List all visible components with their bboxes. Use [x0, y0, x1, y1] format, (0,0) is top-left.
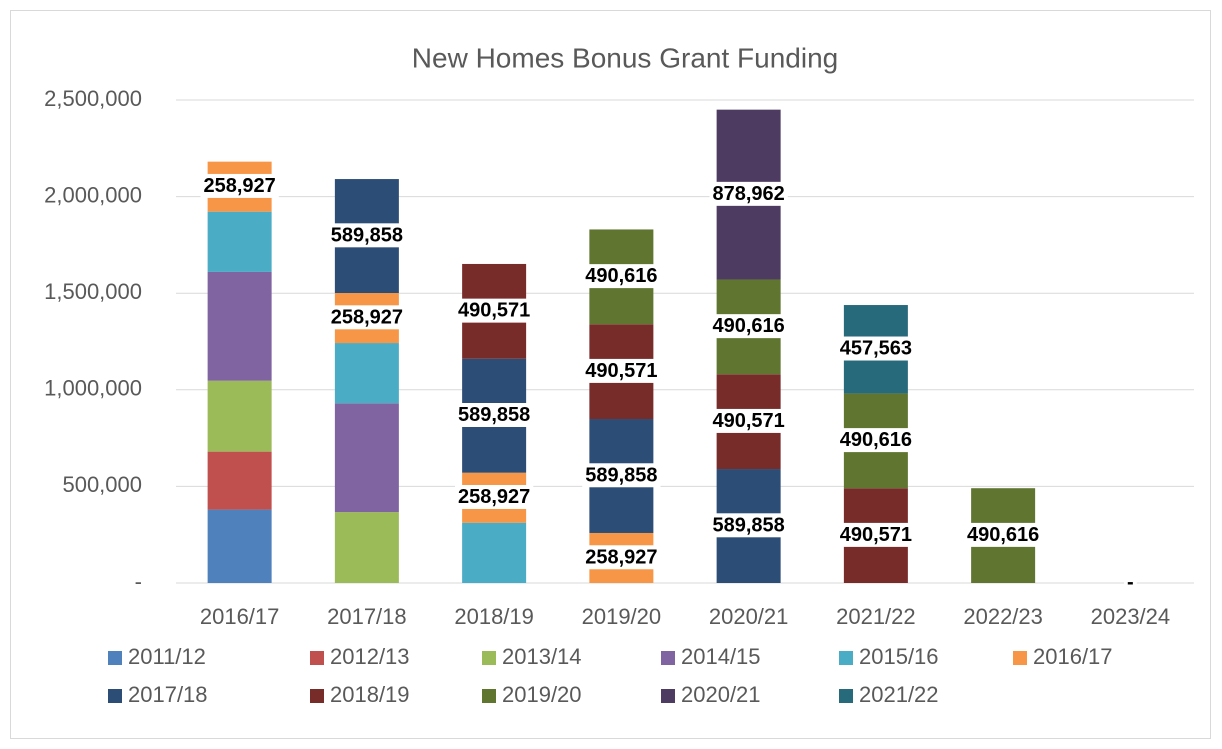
data-label-bg [582, 545, 661, 570]
data-label-bg [836, 522, 916, 547]
data-label-bg [836, 336, 916, 361]
data-label-bg [1124, 570, 1137, 595]
legend-swatch [310, 651, 324, 665]
legend-label: 2020/21 [681, 682, 761, 707]
data-label: 490,571 [585, 360, 657, 382]
legend-label: 2019/20 [502, 682, 582, 707]
data-label-bg [963, 522, 1043, 547]
data-label-bg [582, 264, 661, 289]
data-label-bg [709, 513, 788, 538]
x-tick-label: 2016/17 [200, 604, 280, 629]
data-label-bg [454, 298, 534, 323]
data-label: 457,563 [840, 338, 912, 360]
legend-swatch [482, 689, 496, 703]
data-label: 589,858 [585, 464, 657, 486]
data-label: 258,927 [585, 546, 657, 568]
data-label-bg [327, 305, 407, 330]
data-label: 490,616 [585, 265, 657, 287]
bar-segment [462, 522, 527, 583]
legend-label: 2016/17 [1033, 644, 1113, 669]
data-label-bg [709, 181, 788, 206]
data-label: 589,858 [331, 224, 403, 246]
data-label: 490,571 [458, 300, 530, 322]
legend-label: 2011/12 [128, 644, 206, 669]
x-tick-label: 2022/23 [963, 604, 1043, 629]
data-label: 258,927 [331, 306, 403, 328]
legend-label: 2014/15 [681, 644, 761, 669]
legend-swatch [108, 689, 122, 703]
data-label: 589,858 [458, 404, 530, 426]
y-tick-label: 2,000,000 [44, 182, 142, 207]
data-label-bg [709, 314, 788, 339]
legend-swatch [1013, 651, 1027, 665]
x-tick-label: 2021/22 [836, 604, 916, 629]
legend-label: 2021/22 [859, 682, 939, 707]
y-tick-label: 1,500,000 [44, 279, 142, 304]
y-tick-label: 1,000,000 [44, 376, 142, 401]
legend-label: 2018/19 [330, 682, 410, 707]
bar-segment [207, 211, 272, 272]
data-label-bg [200, 173, 279, 198]
legend-swatch [108, 651, 122, 665]
legend-swatch [661, 689, 675, 703]
x-tick-label: 2019/20 [582, 604, 662, 629]
data-label: 490,616 [840, 429, 912, 451]
data-label-bg [454, 402, 534, 427]
legend-swatch [839, 651, 853, 665]
data-label-bg [709, 408, 788, 433]
x-tick-label: 2020/21 [709, 604, 789, 629]
legend-swatch [310, 689, 324, 703]
x-tick-label: 2023/24 [1091, 604, 1171, 629]
data-label: 258,927 [458, 486, 530, 508]
data-label: 258,927 [203, 175, 275, 197]
bar-segment [207, 509, 272, 583]
bar-segment [207, 380, 272, 452]
bar-segment [334, 512, 399, 583]
data-label-bg [327, 223, 407, 248]
data-label: - [1127, 571, 1134, 593]
data-label-bg [582, 463, 661, 488]
chart-title: New Homes Bonus Grant Funding [412, 42, 838, 73]
data-label: 490,616 [712, 315, 784, 337]
legend-label: 2017/18 [128, 682, 208, 707]
data-label: 490,571 [840, 524, 912, 546]
data-label-bg [582, 358, 661, 383]
y-tick-label: 500,000 [62, 472, 142, 497]
legend-swatch [482, 651, 496, 665]
legend-swatch [661, 651, 675, 665]
legend-label: 2012/13 [330, 644, 410, 669]
x-tick-label: 2018/19 [454, 604, 534, 629]
y-tick-label: 2,500,000 [44, 86, 142, 111]
data-label-bg [454, 484, 534, 509]
x-tick-label: 2017/18 [327, 604, 407, 629]
data-label: 490,571 [712, 410, 784, 432]
bar-segment [334, 403, 399, 513]
legend-label: 2015/16 [859, 644, 939, 669]
legend-swatch [839, 689, 853, 703]
data-label: 589,858 [712, 514, 784, 536]
data-label-bg [836, 428, 916, 453]
bar-segment [334, 343, 399, 404]
bar-segment [207, 451, 272, 510]
legend-label: 2013/14 [502, 644, 582, 669]
y-tick-label: - [135, 569, 142, 594]
data-label: 878,962 [712, 183, 784, 205]
bar-segment [207, 271, 272, 381]
data-label: 490,616 [967, 524, 1039, 546]
